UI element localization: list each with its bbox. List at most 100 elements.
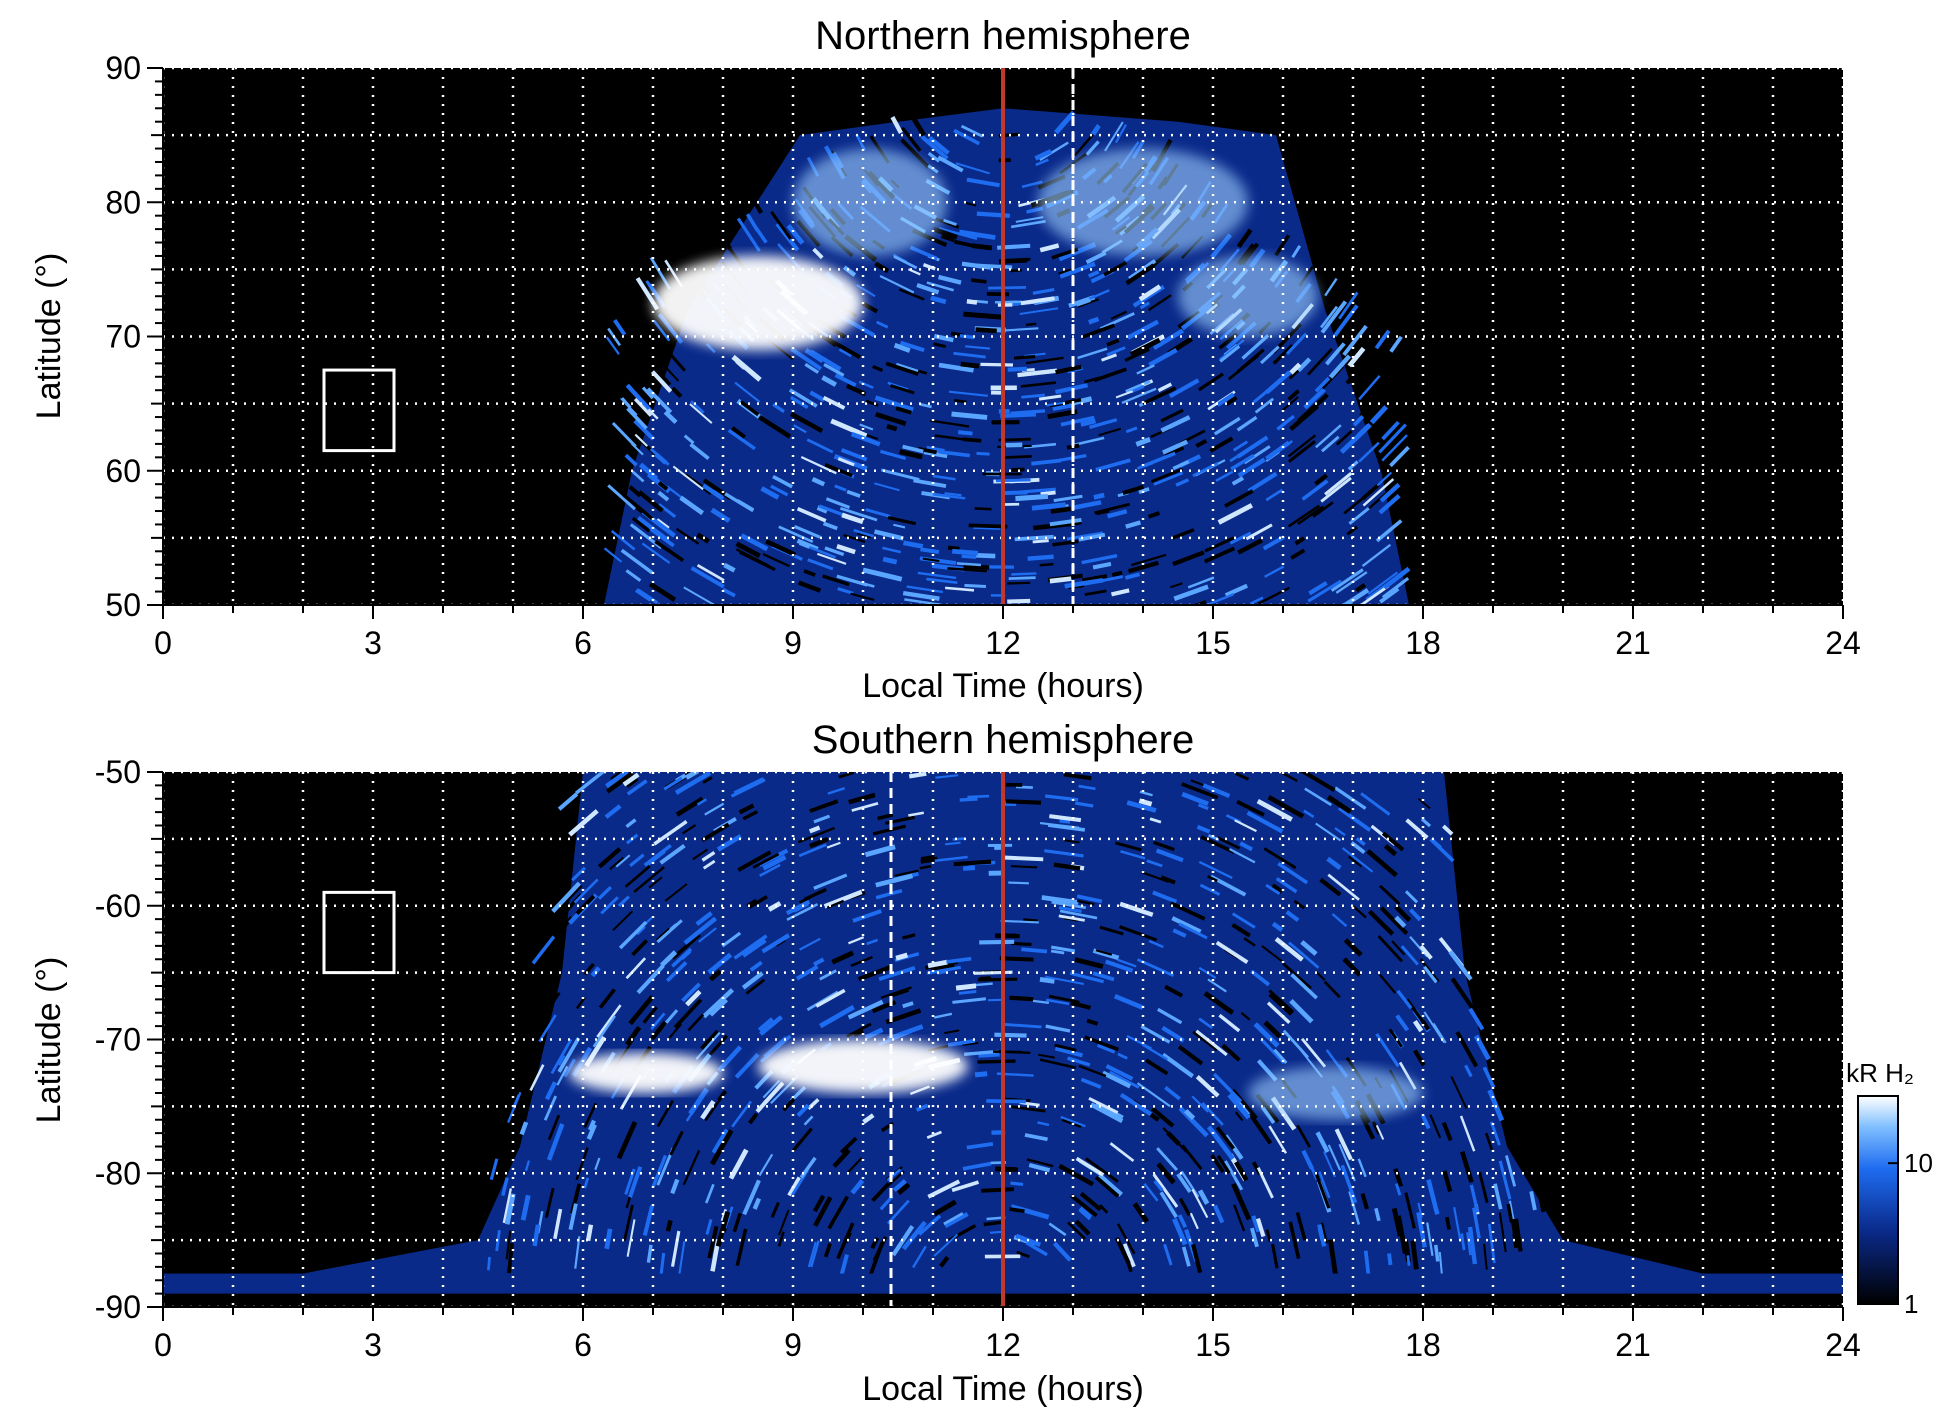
- emission-streak: [883, 559, 897, 562]
- x-tick-label: 24: [1825, 625, 1861, 661]
- emission-streak: [974, 972, 1013, 973]
- emission-streak: [971, 280, 986, 282]
- emission-streak: [1040, 564, 1054, 565]
- emission-streak: [1011, 943, 1031, 944]
- emission-streak: [964, 566, 990, 567]
- emission-streak: [1009, 578, 1036, 579]
- emission-streak: [976, 555, 995, 556]
- emission-streak: [986, 1101, 1026, 1102]
- emission-streak: [954, 862, 991, 865]
- emission-streak: [984, 1222, 1001, 1224]
- emission-streak: [921, 857, 934, 859]
- emission-streak: [975, 1074, 987, 1075]
- y-tick-label: 50: [105, 587, 141, 623]
- x-tick-label: 0: [154, 1327, 172, 1363]
- y-tick-label: 90: [105, 50, 141, 86]
- colorbar-label: kR H₂: [1846, 1058, 1914, 1088]
- emission-streak: [1010, 270, 1021, 271]
- emission-streak: [1447, 1217, 1449, 1229]
- emission-streak: [1007, 583, 1030, 584]
- emission-streak: [962, 556, 976, 557]
- emission-streak: [961, 364, 979, 366]
- north-title: Northern hemisphere: [815, 14, 1191, 58]
- bright-feature: [758, 1040, 968, 1094]
- emission-streak: [988, 287, 1026, 288]
- emission-streak: [1028, 557, 1054, 559]
- emission-streak: [668, 1220, 671, 1231]
- x-tick-label: 18: [1405, 1327, 1441, 1363]
- emission-streak: [896, 955, 907, 958]
- emission-streak: [1005, 456, 1032, 457]
- x-tick-label: 21: [1615, 625, 1651, 661]
- emission-streak: [975, 508, 992, 509]
- x-tick-label: 0: [154, 625, 172, 661]
- emission-streak: [1004, 858, 1044, 860]
- y-tick-label: -70: [95, 1022, 141, 1058]
- emission-streak: [1060, 821, 1070, 822]
- emission-streak: [995, 302, 1022, 303]
- north-xlabel: Local Time (hours): [862, 667, 1144, 705]
- emission-streak: [958, 432, 972, 433]
- emission-streak: [976, 453, 989, 454]
- emission-streak: [1016, 787, 1033, 788]
- y-tick-label: 80: [105, 184, 141, 220]
- emission-streak: [979, 942, 1014, 943]
- y-tick-label: -50: [95, 754, 141, 790]
- emission-streak: [1050, 579, 1071, 581]
- south-xlabel: Local Time (hours): [862, 1370, 1144, 1408]
- emission-streak: [1033, 541, 1049, 542]
- colorbar: kR H₂ 1 10: [1846, 1058, 1933, 1319]
- emission-streak: [973, 265, 1012, 267]
- emission-streak: [957, 563, 981, 565]
- x-tick-label: 6: [574, 625, 592, 661]
- emission-streak: [964, 585, 985, 586]
- x-tick-label: 12: [985, 625, 1021, 661]
- emission-streak: [1436, 1245, 1438, 1261]
- emission-streak: [956, 986, 976, 988]
- emission-streak: [1008, 883, 1029, 884]
- emission-streak: [1040, 979, 1054, 981]
- y-tick-label: -60: [95, 888, 141, 924]
- colorbar-gradient: [1858, 1096, 1898, 1304]
- x-tick-label: 24: [1825, 1327, 1861, 1363]
- y-tick-label: 70: [105, 319, 141, 355]
- emission-streak: [1015, 496, 1048, 498]
- y-tick-label: -80: [95, 1155, 141, 1191]
- bright-feature: [793, 149, 947, 256]
- x-tick-label: 9: [784, 1327, 802, 1363]
- emission-streak: [488, 1257, 489, 1270]
- emission-streak: [954, 400, 966, 402]
- y-tick-label: -90: [95, 1289, 141, 1325]
- x-tick-label: 15: [1195, 625, 1231, 661]
- emission-streak: [1007, 601, 1030, 602]
- colorbar-tick-label: 1: [1904, 1289, 1918, 1319]
- colorbar-tick-label: 10: [1904, 1148, 1933, 1178]
- emission-streak: [975, 301, 988, 302]
- emission-streak: [973, 246, 992, 248]
- south-title: Southern hemisphere: [812, 718, 1194, 762]
- bright-feature: [1248, 1066, 1423, 1120]
- emission-streak: [960, 799, 978, 800]
- x-tick-label: 6: [574, 1327, 592, 1363]
- bright-feature: [1178, 256, 1318, 337]
- emission-streak: [1051, 509, 1071, 512]
- emission-streak: [1011, 866, 1037, 867]
- x-tick-label: 3: [364, 1327, 382, 1363]
- emission-streak: [1051, 951, 1064, 953]
- emission-streak: [994, 1035, 1026, 1036]
- emission-streak: [967, 796, 989, 797]
- emission-streak: [1408, 1255, 1409, 1265]
- emission-streak: [1089, 319, 1099, 322]
- emission-streak: [952, 551, 978, 553]
- emission-streak: [1112, 573, 1122, 575]
- x-tick-label: 18: [1405, 625, 1441, 661]
- emission-streak: [1006, 801, 1041, 802]
- emission-streak: [1032, 505, 1066, 509]
- emission-streak: [1009, 998, 1033, 999]
- emission-streak: [1010, 1183, 1023, 1184]
- emission-streak: [1003, 492, 1028, 493]
- x-tick-label: 9: [784, 625, 802, 661]
